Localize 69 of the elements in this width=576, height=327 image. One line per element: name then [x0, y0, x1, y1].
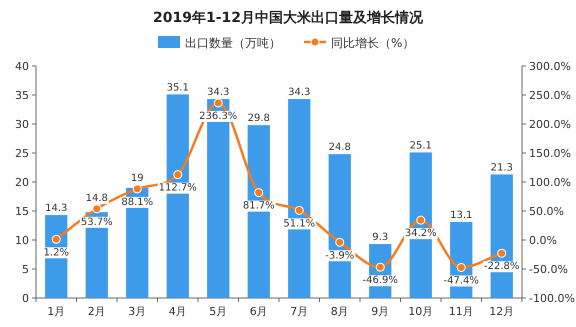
data-label: 21.3 — [490, 162, 513, 174]
x-tick-label: 11月 — [448, 305, 474, 318]
x-tick-label: 8月 — [330, 305, 349, 318]
x-tick-label: 12月 — [489, 305, 514, 318]
legend-label: 同比增长（%） — [331, 36, 414, 50]
data-label: 25.1 — [410, 140, 432, 152]
point — [294, 206, 304, 215]
data-label: -46.9% — [362, 275, 398, 286]
y-tick-label: 35 — [15, 89, 29, 102]
y-tick-label: 15 — [15, 205, 29, 218]
point — [416, 216, 426, 225]
y-tick-label: 5 — [22, 263, 29, 276]
x-tick-label: 4月 — [168, 305, 187, 318]
data-label: 29.8 — [248, 113, 270, 124]
data-label: 34.2% — [404, 228, 437, 240]
y-tick-label: 40 — [15, 60, 29, 73]
y-tick-label: 25 — [15, 147, 29, 160]
y-tick-label: 30 — [15, 118, 29, 131]
data-label: -47.4% — [444, 275, 479, 286]
y2-tick-label: -100.0% — [529, 292, 575, 305]
x-tick-label: 7月 — [290, 305, 308, 318]
y2-tick-label: 250.0% — [529, 89, 571, 102]
data-label: 24.8 — [328, 142, 351, 154]
data-label: 19 — [130, 172, 144, 184]
y-tick-label: 0 — [22, 292, 29, 305]
point — [52, 234, 61, 244]
data-label: 34.3 — [288, 87, 310, 98]
point — [456, 262, 466, 272]
y2-tick-label: 100.0% — [529, 176, 571, 189]
chart-title: 2019年1-12月中国大米出口量及增长情况 — [153, 10, 424, 26]
y2-tick-label: 50.0% — [529, 205, 564, 218]
x-tick-label: 6月 — [250, 305, 268, 318]
y2-tick-label: 0.0% — [529, 234, 557, 247]
point — [254, 188, 264, 198]
data-label: 88.1% — [121, 196, 154, 208]
y2-tick-label: 300.0% — [529, 60, 571, 73]
y2-tick-label: 200.0% — [529, 118, 571, 131]
data-label: 51.1% — [283, 218, 316, 230]
point — [92, 204, 102, 214]
data-label: 81.7% — [242, 200, 275, 212]
data-label: -3.9% — [325, 250, 354, 262]
y2-tick-label: -50.0% — [529, 263, 568, 276]
data-label: 9.3 — [372, 232, 388, 244]
point — [335, 238, 344, 247]
y2-tick-label: 150.0% — [529, 147, 571, 160]
point — [497, 248, 506, 258]
data-label: 14.8 — [86, 192, 108, 204]
x-tick-label: 5月 — [209, 305, 228, 318]
data-label: 34.3 — [207, 86, 230, 98]
data-label: 14.3 — [45, 203, 68, 214]
legend-label: 出口数量（万吨） — [185, 36, 281, 50]
point — [214, 98, 223, 108]
data-label: 236.3% — [199, 110, 238, 122]
point — [132, 184, 142, 194]
y-tick-label: 20 — [15, 176, 29, 189]
data-label: 1.2% — [44, 247, 69, 258]
data-label: -22.8% — [484, 261, 520, 272]
x-tick-label: 10月 — [408, 305, 434, 318]
data-label: 112.7% — [158, 182, 197, 194]
data-label: 53.7% — [80, 216, 113, 228]
data-label: 35.1 — [166, 82, 189, 94]
y-tick-label: 10 — [15, 234, 29, 247]
data-label: 13.1 — [450, 210, 472, 222]
x-tick-label: 3月 — [128, 305, 146, 318]
x-tick-label: 2月 — [88, 305, 106, 318]
point — [376, 262, 385, 272]
x-tick-label: 1月 — [47, 305, 66, 318]
point — [173, 170, 182, 180]
x-tick-label: 9月 — [371, 305, 390, 318]
